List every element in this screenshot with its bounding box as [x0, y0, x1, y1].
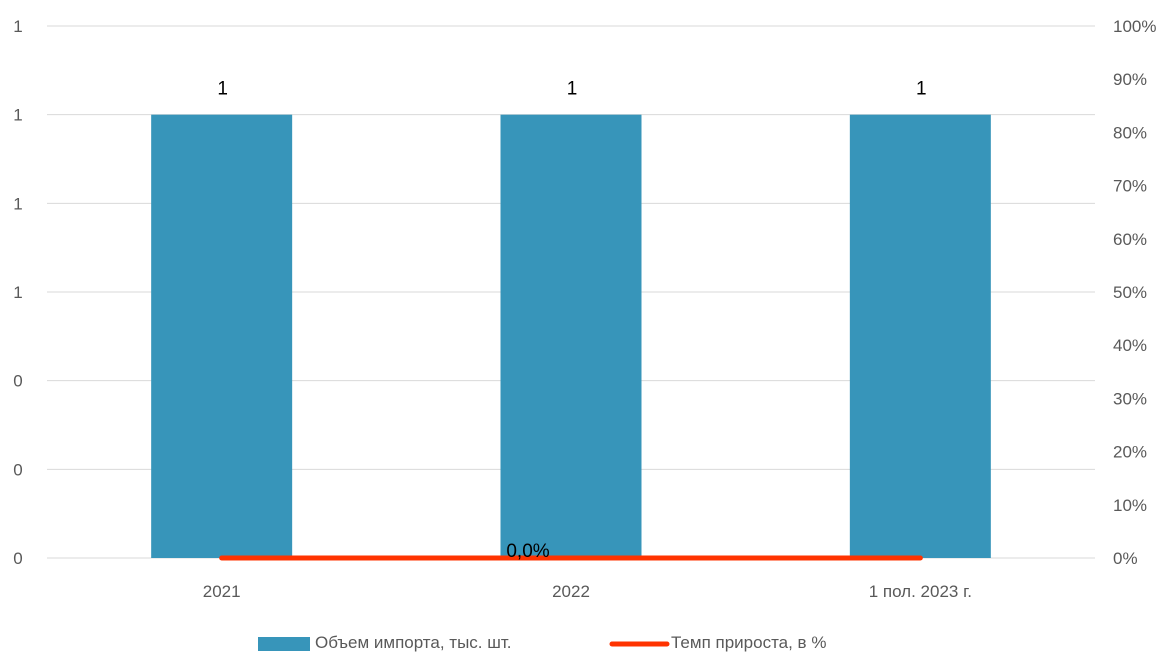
x-category-label: 2022 [552, 582, 590, 601]
y-right-tick-label: 0% [1113, 549, 1138, 568]
bar-series [151, 114, 991, 559]
y-right-tick-label: 40% [1113, 336, 1147, 355]
line-data-label: 0,0% [506, 541, 549, 562]
y-left-tick-label: 0 [13, 372, 22, 391]
legend-bar-label: Объем импорта, тыс. шт. [315, 633, 512, 652]
y-left-tick-label: 0 [13, 549, 22, 568]
y-left-tick-label: 1 [13, 194, 22, 213]
y-right-tick-label: 100% [1113, 17, 1156, 36]
data-labels: 1 1 1 0,0% [217, 79, 926, 562]
y-left-tick-label: 1 [13, 17, 22, 36]
y-right-tick-label: 50% [1113, 283, 1147, 302]
bar-data-label: 1 [567, 79, 578, 100]
legend: Объем импорта, тыс. шт. Темп прироста, в … [258, 633, 826, 652]
y-right-tick-label: 20% [1113, 443, 1147, 462]
bar-data-label: 1 [916, 79, 927, 100]
axes: 00011110%10%20%30%40%50%60%70%80%90%100%… [13, 17, 1156, 601]
x-category-label: 2021 [203, 582, 241, 601]
bar [151, 114, 293, 559]
y-left-tick-label: 0 [13, 460, 22, 479]
legend-line-label: Темп прироста, в % [671, 633, 826, 652]
y-left-tick-label: 1 [13, 106, 22, 125]
y-right-tick-label: 10% [1113, 496, 1147, 515]
y-right-tick-label: 60% [1113, 230, 1147, 249]
y-right-tick-label: 80% [1113, 123, 1147, 142]
x-category-label: 1 пол. 2023 г. [869, 582, 972, 601]
y-right-tick-label: 70% [1113, 177, 1147, 196]
y-right-tick-label: 90% [1113, 70, 1147, 89]
bar [500, 114, 642, 559]
y-right-tick-label: 30% [1113, 389, 1147, 408]
y-left-tick-label: 1 [13, 283, 22, 302]
legend-bar-swatch [258, 637, 310, 651]
bar-data-label: 1 [217, 79, 228, 100]
bar [849, 114, 991, 559]
